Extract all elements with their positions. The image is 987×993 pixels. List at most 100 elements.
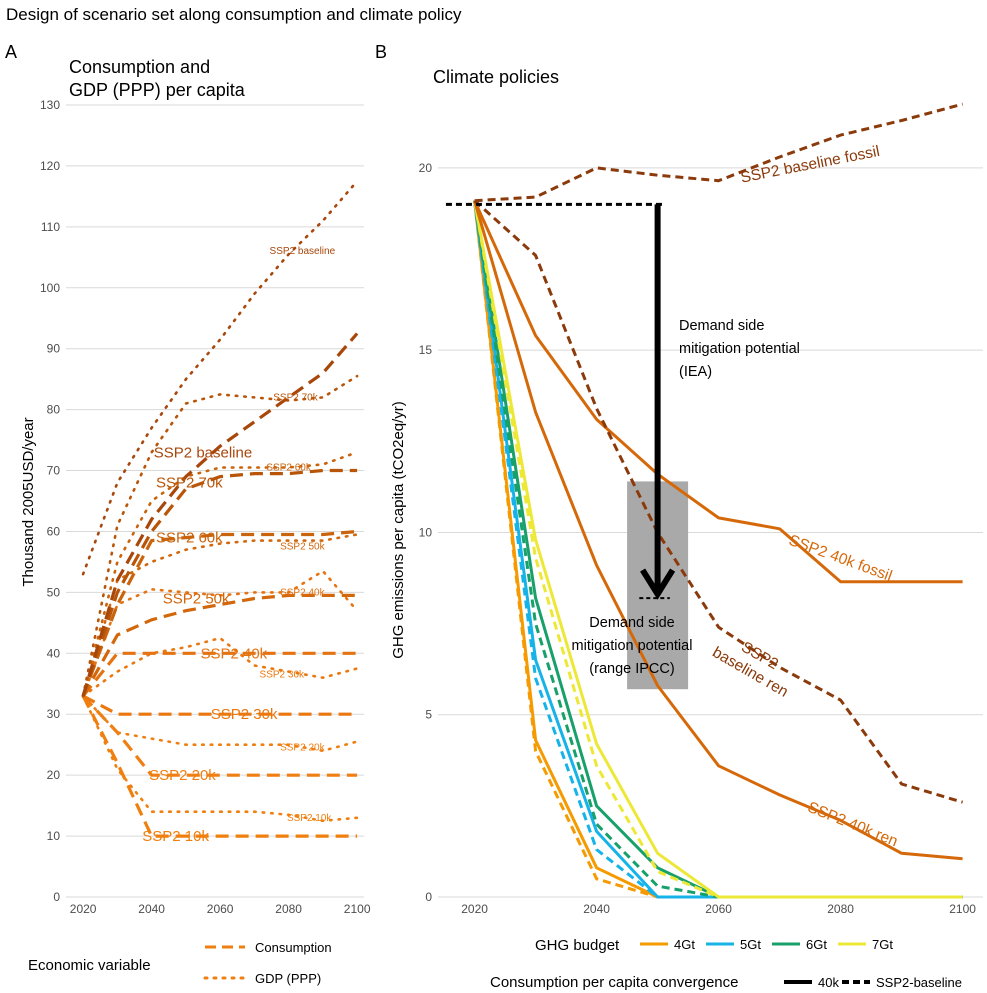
x-tick-a-2040: 2040 (138, 902, 165, 916)
series-ssp2-50k-consumption (81, 593, 358, 697)
legend-a-title: Economic variable (28, 957, 151, 974)
label-b-group-ssp2-40k-ren: SSP2 40k ren (805, 799, 900, 851)
x-tick-b-2060: 2060 (705, 902, 732, 916)
panel-b-legend: GHG budget 4Gt 5Gt 6Gt 7Gt Consumption p… (490, 937, 962, 991)
panel-a-legend: Economic variable Consumption GDP (PPP) (28, 940, 332, 986)
y-tick-b-15: 15 (419, 343, 433, 357)
legend-4gt-label: 4Gt (674, 937, 695, 952)
panel-b-annotations: Demand side mitigation potential (IEA) Dema… (445, 202, 800, 677)
series-ssp2-40k-fossil (473, 200, 963, 584)
legend-a-gdp-label: GDP (PPP) (255, 971, 321, 986)
demand-arrow-head (640, 568, 676, 600)
x-tick-b-2100: 2100 (949, 902, 976, 916)
iea-annotation-line-2: mitigation potential (679, 341, 800, 357)
legend-convergence-title: Consumption per capita convergence (490, 974, 738, 991)
series-ssp2-10k-gdp (81, 694, 359, 823)
series-ssp2-60k-consumption (81, 529, 358, 697)
panel-b-tag: B (375, 42, 387, 62)
label-a-ssp2-40k-large: SSP2 40k (200, 645, 267, 662)
series-ssp2-10k-consumption (81, 695, 358, 838)
label-a-ssp2-50k-large: SSP2 50k (163, 590, 230, 607)
series-ssp2-baseline-gdp (81, 179, 359, 576)
y-tick-a-90: 90 (47, 342, 61, 356)
series-ssp2-baseline-consumption (81, 332, 359, 697)
y-tick-a-70: 70 (47, 464, 61, 478)
label-a-ssp2-10k-small: SSP2 10k (287, 813, 332, 824)
series-budget-7gt-ssp2-baseline (473, 200, 963, 899)
label-a-ssp2-30k-large: SSP2 30k (211, 706, 278, 723)
label-a-ssp2-70k-small: SSP2 70k (273, 392, 318, 403)
x-tick-a-2060: 2060 (207, 902, 234, 916)
series-ssp2-40k-consumption (81, 651, 358, 698)
series-ssp2-20k-gdp (81, 694, 359, 753)
label-a-ssp2-20k-small: SSP2 20k (280, 743, 325, 754)
label-a-ssp2-30k-small: SSP2 30k (260, 670, 305, 681)
panel-b: B Climate policies GHG emissions per cap… (375, 42, 983, 991)
series-ssp2-40k-ren (473, 200, 963, 861)
y-tick-b-5: 5 (425, 708, 432, 722)
label-b-group-ssp2-baseline-fossil: SSP2 baseline fossil (739, 143, 881, 187)
ipcc-annotation-line-2: mitigation potential (572, 638, 693, 654)
y-tick-a-0: 0 (53, 890, 60, 904)
series-budget-7gt-40k (473, 200, 963, 899)
legend-a-consumption-label: Consumption (255, 940, 332, 955)
iea-annotation-line-1: Demand side (679, 318, 764, 334)
panel-b-series (473, 102, 964, 899)
iea-annotation-line-3: (IEA) (679, 364, 712, 380)
y-tick-a-120: 120 (40, 159, 60, 173)
panel-a-grid: 0 10 20 30 40 50 60 70 80 90 100 110 120 130 2020 2040 2… (40, 98, 371, 916)
label-b-ssp2-baseline-fossil-line-1: SSP2 baseline fossil (739, 143, 881, 187)
y-tick-b-20: 20 (419, 161, 433, 175)
series-budget-6gt-40k (473, 200, 963, 899)
y-tick-a-10: 10 (47, 829, 61, 843)
y-tick-b-0: 0 (425, 890, 432, 904)
label-a-ssp2-40k-small: SSP2 40k (280, 587, 325, 598)
x-tick-a-2020: 2020 (70, 902, 97, 916)
series-ssp2-70k-gdp (81, 374, 359, 698)
panel-a: A Consumption and GDP (PPP) per capita T… (5, 42, 371, 986)
legend-5gt-label: 5Gt (740, 937, 761, 952)
x-tick-a-2100: 2100 (344, 902, 371, 916)
y-tick-a-40: 40 (47, 646, 61, 660)
label-a-ssp2-10k-large: SSP2 10k (142, 828, 209, 845)
panel-b-y-axis-label: GHG emissions per capita (tCO2eq/yr) (390, 401, 407, 659)
series-budget-4gt-40k (473, 200, 963, 899)
y-tick-a-130: 130 (40, 98, 60, 112)
panel-a-labels: SSP2 10k SSP2 20k SSP2 30k SSP2 40k SSP2 50k… (142, 246, 335, 845)
label-a-ssp2-baseline-large: SSP2 baseline (154, 444, 252, 461)
label-b-ssp2-40k-ren-line-1: SSP2 40k ren (805, 799, 900, 851)
series-budget-4gt-ssp2-baseline (473, 200, 963, 899)
series-ssp2-20k-consumption (81, 694, 358, 777)
label-a-ssp2-baseline-small: SSP2 baseline (270, 246, 336, 257)
series-ssp2-50k-gdp (81, 533, 359, 698)
panel-a-title-line-1: Consumption and (69, 57, 210, 77)
panel-a-series (81, 179, 359, 838)
y-tick-a-80: 80 (47, 403, 61, 417)
series-ssp2-70k-consumption (81, 468, 358, 697)
legend-40k-label: 40k (818, 975, 839, 990)
label-b-ssp2-40k-fossil-line-1: SSP2 40k fossil (787, 532, 895, 585)
series-ssp2-30k-consumption (82, 694, 358, 716)
legend-7gt-label: 7Gt (872, 937, 893, 952)
label-a-ssp2-60k-small: SSP2 60k (266, 462, 311, 473)
series-ssp2-baseline-ren (473, 199, 964, 804)
series-ssp2-60k-gdp (81, 450, 359, 698)
legend-6gt-label: 6Gt (806, 937, 827, 952)
series-ssp2-40k-gdp (81, 569, 359, 698)
label-a-ssp2-50k-small: SSP2 50k (280, 542, 325, 553)
panel-b-title: Climate policies (433, 67, 559, 87)
figure-title: Design of scenario set along consumption… (6, 5, 462, 24)
y-tick-a-20: 20 (47, 768, 61, 782)
panel-a-tag: A (5, 42, 17, 62)
x-tick-b-2080: 2080 (827, 902, 854, 916)
ipcc-annotation-line-1: Demand side (589, 615, 674, 631)
y-tick-a-60: 60 (47, 524, 61, 538)
legend-budget-title: GHG budget (535, 937, 620, 954)
y-tick-a-110: 110 (41, 220, 60, 234)
series-budget-5gt-40k (473, 200, 963, 899)
label-a-ssp2-60k-large: SSP2 60k (156, 530, 223, 547)
panel-a-y-axis-label: Thousand 2005USD/year (20, 417, 37, 586)
